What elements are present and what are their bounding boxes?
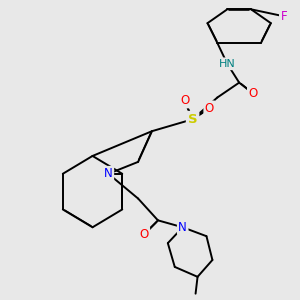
Text: N: N (104, 167, 113, 180)
Text: HN: HN (219, 59, 236, 69)
Text: N: N (178, 221, 187, 234)
Text: S: S (188, 113, 197, 126)
Text: O: O (140, 228, 149, 241)
Text: O: O (248, 87, 258, 100)
Text: F: F (280, 10, 287, 23)
Text: O: O (180, 94, 189, 107)
Text: O: O (205, 102, 214, 115)
